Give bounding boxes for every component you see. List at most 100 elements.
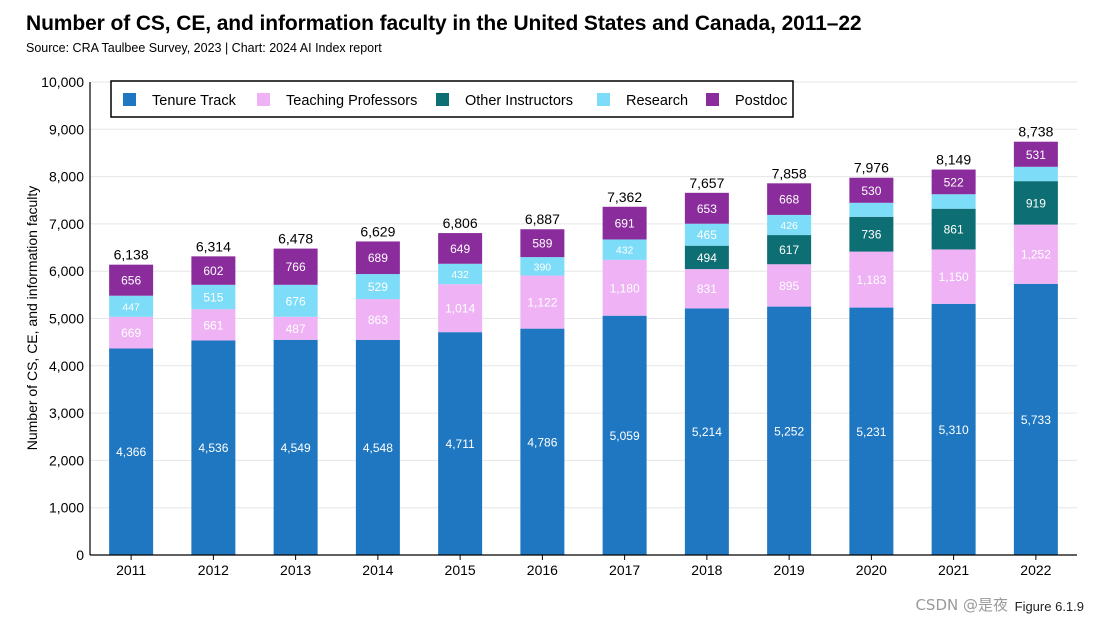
bar-segment xyxy=(438,263,483,285)
segment-value-label: 656 xyxy=(121,274,141,288)
bar-segment xyxy=(931,208,976,250)
segment-value-label: 432 xyxy=(616,245,634,257)
bar-segment xyxy=(355,299,400,340)
x-tick-label: 2018 xyxy=(691,562,722,578)
figure-label: Figure 6.1.9 xyxy=(1014,599,1084,614)
bar-segment xyxy=(767,214,812,236)
segment-value-label: 669 xyxy=(121,326,141,340)
y-tick-label: 8,000 xyxy=(49,169,84,185)
y-tick-label: 10,000 xyxy=(41,74,84,90)
segment-value-label: 4,549 xyxy=(281,441,311,455)
bar-segment xyxy=(602,239,647,260)
legend-swatch xyxy=(257,93,270,106)
bar-segment xyxy=(191,340,236,555)
gridlines xyxy=(90,81,1077,509)
segment-value-label: 689 xyxy=(368,251,388,265)
bar-segment xyxy=(684,192,729,224)
segment-value-label: 617 xyxy=(779,243,799,257)
x-tick-label: 2020 xyxy=(856,562,887,578)
segment-value-label: 831 xyxy=(697,282,717,296)
total-value-label: 6,478 xyxy=(278,231,313,247)
segment-value-label: 1,150 xyxy=(939,270,969,284)
segment-value-label: 4,366 xyxy=(116,445,146,459)
x-tick-label: 2022 xyxy=(1020,562,1051,578)
segment-value-label: 649 xyxy=(450,242,470,256)
segment-value-label: 390 xyxy=(534,261,552,273)
y-tick-label: 3,000 xyxy=(49,405,84,421)
segment-value-label: 447 xyxy=(122,301,140,313)
bar-segment xyxy=(1013,224,1058,284)
bar-segment xyxy=(520,257,565,276)
y-tick-label: 5,000 xyxy=(49,311,84,327)
bar-segment xyxy=(684,245,729,270)
segment-value-label: 653 xyxy=(697,202,717,216)
legend-swatch xyxy=(597,93,610,106)
bar-segment xyxy=(684,269,729,309)
y-tick-label: 9,000 xyxy=(49,121,84,137)
segment-value-label: 863 xyxy=(368,313,388,327)
bar-segment xyxy=(109,348,154,555)
bar-segment xyxy=(273,316,318,340)
segment-value-label: 1,180 xyxy=(610,281,640,295)
segment-value-label: 494 xyxy=(697,251,717,265)
legend-label: Other Instructors xyxy=(465,93,573,109)
total-value-label: 6,887 xyxy=(525,211,560,227)
segment-value-label: 919 xyxy=(1026,196,1046,210)
total-value-label: 6,629 xyxy=(360,223,395,239)
y-tick-label: 1,000 xyxy=(49,500,84,516)
segment-value-label: 529 xyxy=(368,280,388,294)
total-value-label: 6,314 xyxy=(196,238,231,254)
bar-segment xyxy=(520,229,565,258)
x-tick-label: 2019 xyxy=(774,562,805,578)
total-value-label: 7,976 xyxy=(854,160,889,176)
bar-segment xyxy=(684,223,729,246)
x-tick-label: 2012 xyxy=(198,562,229,578)
bar-segment xyxy=(355,241,400,275)
total-value-label: 8,149 xyxy=(936,152,971,168)
legend-swatch xyxy=(123,93,136,106)
segment-value-label: 691 xyxy=(615,217,635,231)
bar-segment xyxy=(109,264,154,296)
bar-segment xyxy=(355,274,400,300)
bar-segment xyxy=(602,206,647,240)
segment-value-label: 5,252 xyxy=(774,424,804,438)
bar-segment xyxy=(684,308,729,555)
x-tick-label: 2017 xyxy=(609,562,640,578)
bar-segment xyxy=(931,169,976,195)
bar-segment xyxy=(273,248,318,285)
bar-segment xyxy=(849,307,894,555)
bar-segment xyxy=(438,233,483,264)
bar-segment xyxy=(1013,181,1058,225)
bar-segment xyxy=(438,284,483,333)
y-tick-label: 7,000 xyxy=(49,216,84,232)
segment-value-label: 1,014 xyxy=(445,302,475,316)
total-value-label: 8,738 xyxy=(1018,124,1053,140)
segment-value-label: 4,536 xyxy=(198,441,228,455)
bar-segment xyxy=(849,251,894,308)
watermark: CSDN @是夜 xyxy=(915,596,1008,614)
bar-segment xyxy=(438,332,483,555)
bar-segment xyxy=(520,275,565,329)
segment-value-label: 766 xyxy=(286,260,306,274)
bar-segment xyxy=(355,339,400,555)
segment-value-label: 736 xyxy=(861,228,881,242)
legend: Tenure Track Teaching Professors Other Ins… xyxy=(110,80,794,118)
bar-segment xyxy=(191,284,236,310)
bar-segment xyxy=(273,284,318,317)
legend-box xyxy=(110,80,794,118)
bar-segment xyxy=(767,235,812,265)
segment-value-label: 522 xyxy=(944,175,964,189)
y-axis: 0 1,000 2,000 3,000 4,000 5,000 6,000 7,000 8,00… xyxy=(41,74,91,563)
bar-segment xyxy=(767,306,812,555)
total-value-label: 7,858 xyxy=(772,165,807,181)
segment-value-label: 465 xyxy=(697,228,717,242)
segment-value-label: 661 xyxy=(203,318,223,332)
bars: 4,366 669 447 656 6,138 4,536 661 515 602 6,314 4,… xyxy=(109,124,1058,555)
x-axis: 2011 2012 2013 2014 2015 2016 2017 2018 2019 2020… xyxy=(90,554,1077,578)
x-tick-label: 2021 xyxy=(938,562,969,578)
x-tick-label: 2014 xyxy=(362,562,393,578)
legend-label: Research xyxy=(626,93,688,109)
segment-value-label: 5,214 xyxy=(692,425,722,439)
segment-value-label: 426 xyxy=(780,220,798,232)
